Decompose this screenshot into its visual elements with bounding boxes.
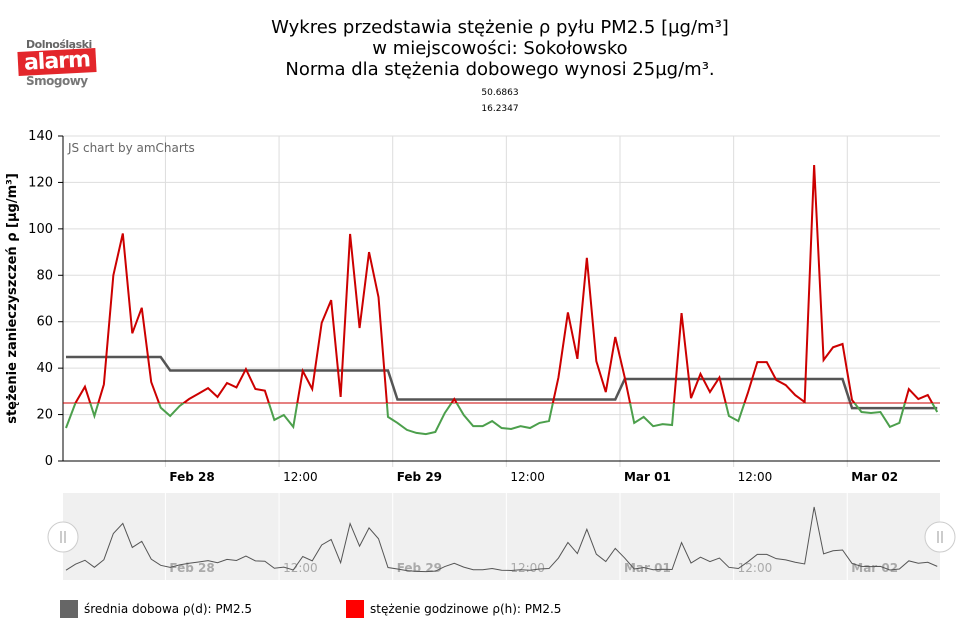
hourly-line-above-norm bbox=[74, 164, 934, 403]
x-tick-label: 12:00 bbox=[738, 470, 773, 484]
dolnoslaski-alarm-smogowy-logo: Dolnośląski alarm Smogowy bbox=[16, 38, 106, 90]
grip-circle bbox=[47, 521, 79, 553]
legend-label: średnia dobowa ρ(d): PM2.5 bbox=[84, 602, 253, 616]
x-tick-label: Mar 02 bbox=[851, 470, 898, 484]
title-line-2: w miejscowości: Sokołowsko bbox=[372, 38, 628, 59]
latitude: 50.6863 bbox=[481, 88, 519, 98]
scrollbar-left-grip[interactable] bbox=[47, 521, 79, 553]
y-axis-label: stężenie zanieczyszczeń ρ [µg/m³] bbox=[5, 173, 20, 424]
x-tick-label: Feb 29 bbox=[397, 470, 442, 484]
legend-item-hourly[interactable]: stężenie godzinowe ρ(h): PM2.5 bbox=[346, 600, 561, 618]
scrollbar-tick-label: 12:00 bbox=[510, 561, 545, 575]
y-tick-label: 20 bbox=[36, 408, 53, 423]
logo-top-text: Dolnośląski bbox=[26, 38, 92, 51]
amcharts-credit: JS chart by amCharts bbox=[67, 141, 195, 155]
scrollbar-preview-line bbox=[65, 506, 938, 573]
y-tick-label: 0 bbox=[45, 454, 53, 469]
grip-circle bbox=[924, 521, 956, 553]
x-tick-label: Mar 01 bbox=[624, 470, 671, 484]
title-line-1: Wykres przedstawia stężenie ρ pyłu PM2.5… bbox=[271, 17, 729, 38]
x-tick-label: 12:00 bbox=[510, 470, 545, 484]
y-tick-label: 140 bbox=[28, 129, 53, 144]
y-tick-label: 80 bbox=[36, 268, 53, 283]
daily-average-line bbox=[66, 355, 938, 410]
title-line-3: Norma dla stężenia dobowego wynosi 25µg/… bbox=[285, 59, 715, 80]
legend-item-daily-average[interactable]: średnia dobowa ρ(d): PM2.5 bbox=[60, 600, 252, 618]
y-tick-label: 100 bbox=[28, 222, 53, 237]
legend-swatch-red bbox=[346, 600, 364, 618]
logo-bottom-text: Smogowy bbox=[26, 74, 88, 88]
y-tick-label: 60 bbox=[36, 315, 53, 330]
x-tick-label: 12:00 bbox=[283, 470, 318, 484]
scrollbar-tick-label: 12:00 bbox=[283, 561, 318, 575]
y-tick-label: 120 bbox=[28, 175, 53, 190]
chart-title: Wykres przedstawia stężenie ρ pyłu PM2.5… bbox=[200, 17, 800, 80]
x-tick-label: Feb 28 bbox=[169, 470, 214, 484]
scrollbar-background[interactable] bbox=[63, 493, 940, 580]
scrollbar-tick-label: Feb 29 bbox=[397, 561, 442, 575]
hourly-line-below-norm bbox=[65, 402, 939, 436]
longitude: 16.2347 bbox=[481, 104, 519, 114]
scrollbar-right-grip[interactable] bbox=[924, 521, 956, 553]
y-tick-label: 40 bbox=[36, 361, 53, 376]
scrollbar-tick-label: 12:00 bbox=[738, 561, 773, 575]
legend-label: stężenie godzinowe ρ(h): PM2.5 bbox=[370, 602, 562, 616]
scrollbar-tick-label: Mar 02 bbox=[851, 561, 898, 575]
legend-swatch-gray bbox=[60, 600, 78, 618]
